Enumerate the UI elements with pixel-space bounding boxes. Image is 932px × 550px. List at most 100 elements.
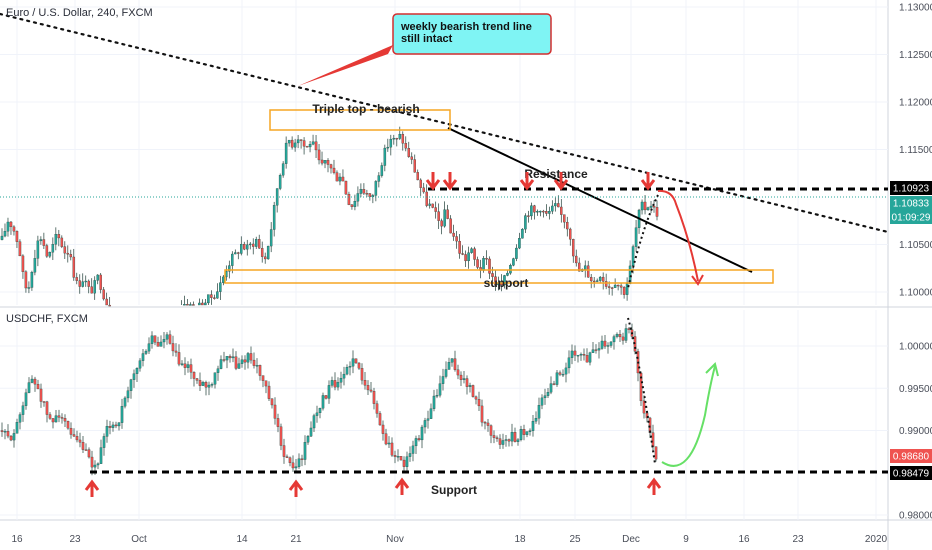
red-up-arrowhead-icon [394, 477, 410, 489]
price-tick-label: 1.12500 [899, 50, 932, 61]
candle-body [84, 280, 87, 283]
price-badge [890, 466, 932, 480]
candle-body [324, 395, 328, 399]
candle-body [539, 210, 542, 213]
red-down-arrowhead-icon [553, 179, 569, 191]
candle-body [296, 139, 300, 144]
candle-body [93, 280, 96, 294]
candle-body [57, 234, 61, 239]
candle-body [461, 253, 464, 255]
candle-body [649, 205, 653, 208]
candle-body [12, 226, 16, 232]
callout-line-2: still intact [401, 33, 453, 45]
candle-body [54, 415, 58, 423]
candle-body [369, 389, 373, 392]
candle-body [339, 377, 343, 383]
candle-body [405, 456, 409, 467]
candle-body [114, 424, 118, 427]
candle-body [186, 364, 190, 368]
price-tick-label: 0.99500 [899, 384, 932, 395]
candle-body [504, 439, 508, 441]
candle-body [333, 380, 337, 388]
descending-trend-line[interactable] [447, 127, 753, 273]
candle-body [443, 209, 446, 227]
candle-body [468, 385, 472, 387]
candle-body [621, 336, 625, 341]
candle-body [195, 378, 199, 381]
candle-body [395, 137, 399, 140]
price-badge [890, 181, 932, 195]
red-up-arrowhead-icon [288, 479, 304, 491]
candle-body [18, 414, 22, 423]
candle-body [299, 139, 303, 141]
candle-body [78, 280, 82, 287]
candle-body [311, 141, 315, 145]
candle-body [102, 436, 106, 448]
candle-body [284, 142, 288, 164]
candle-body [207, 384, 211, 388]
candle-body [399, 456, 403, 461]
candle-body [3, 231, 7, 237]
price-tick-label: 0.99000 [899, 426, 932, 437]
candle-body [601, 276, 605, 282]
support-box[interactable] [224, 269, 774, 284]
price-tick-label: 0.98000 [899, 511, 932, 522]
candle-body [521, 228, 524, 239]
candle-body [36, 240, 40, 259]
candle-body [246, 244, 249, 250]
candle-body [189, 364, 193, 373]
candle-body [3, 431, 7, 433]
candle-body [422, 187, 425, 193]
candle-body [18, 241, 22, 257]
candle-body [21, 405, 25, 415]
candle-body [336, 382, 340, 388]
candle-body [624, 328, 628, 341]
candle-body [213, 297, 216, 299]
grid [0, 0, 888, 520]
bullish-projection-arrowhead [705, 362, 719, 377]
candle-body [228, 356, 232, 359]
candle-body [105, 298, 108, 306]
candle-body [640, 201, 644, 211]
candle-body [321, 395, 325, 409]
candle-body [66, 252, 70, 255]
candle-body [222, 276, 225, 283]
candle-body [251, 243, 255, 247]
candle-body [315, 412, 319, 416]
bearish-projection-curve [657, 189, 699, 282]
candle-body [603, 340, 607, 347]
candle-body [27, 382, 31, 393]
usdchf-dotted-drop [627, 317, 656, 465]
resistance-label: Resistance [524, 167, 588, 181]
candle-body [610, 287, 614, 289]
weekly-trend-line[interactable] [0, 12, 890, 234]
candle-body [583, 265, 587, 270]
candle-body [231, 356, 235, 359]
candle-body [615, 334, 619, 337]
callout-box[interactable] [392, 13, 552, 55]
candle-body [515, 247, 518, 259]
candle-body [432, 395, 436, 409]
candle-body [323, 160, 327, 164]
candle-body [30, 272, 34, 288]
candle-body [240, 243, 243, 254]
time-tick-label: 14 [236, 534, 248, 545]
candle-body [120, 406, 124, 423]
candle-body [318, 408, 322, 414]
time-tick-label: 23 [69, 534, 81, 545]
triple-top-box[interactable] [269, 109, 451, 131]
candle-body [396, 456, 400, 458]
candle-body [482, 258, 485, 271]
candle-body [288, 457, 292, 464]
candle-body [261, 375, 265, 381]
candle-body [558, 372, 562, 375]
candle-body [423, 420, 427, 428]
candle-body [655, 207, 659, 217]
candle-body [147, 343, 151, 352]
candle-body [350, 204, 354, 207]
candle-body [96, 274, 99, 281]
price-badge [890, 210, 932, 224]
candle-body [600, 340, 604, 349]
candle-body [36, 383, 40, 390]
candle-body [126, 390, 130, 399]
